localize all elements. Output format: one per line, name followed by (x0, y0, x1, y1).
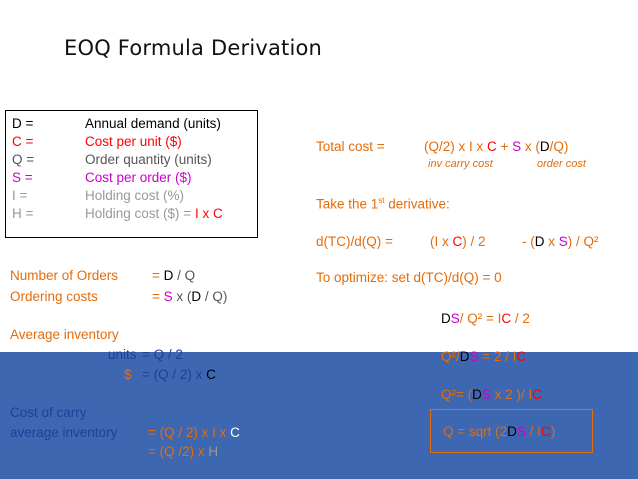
definition-symbol: I = (12, 188, 28, 203)
symbol-d: D (459, 349, 470, 364)
definition-desc-text: Holding cost ($) = (85, 206, 195, 221)
symbol-s: S (558, 234, 568, 249)
formula-part: Q = sqrt (2 (443, 424, 508, 439)
symbol-c: C (501, 311, 512, 326)
symbol-d: D (191, 289, 202, 304)
formula-text: = (Q / 2) x I x (148, 425, 231, 440)
definition-desc: Holding cost ($) = I x C (85, 206, 223, 221)
formula-part: ) / 2 (462, 234, 486, 249)
symbol-c: C (206, 367, 216, 382)
formula-part: / Q² = I (459, 311, 502, 326)
symbol-c: C (516, 349, 527, 364)
definition-desc: Cost per order ($) (85, 170, 192, 185)
formula-part: - ( (522, 234, 535, 249)
formula-part: = 2 / I (478, 349, 517, 364)
formula-plus: + (496, 139, 513, 154)
optimize-line: To optimize: set d(TC)/d(Q) = 0 (316, 270, 502, 285)
symbol-s: S (516, 424, 526, 439)
symbol-s: S (469, 349, 479, 364)
definition-desc-formula: I x C (194, 206, 223, 221)
dollar-formula: = (Q / 2) x C (142, 367, 216, 382)
order-cost-caption: order cost (537, 158, 586, 170)
formula-part: Q²/ (441, 349, 460, 364)
formula-text: = (Q / 2) x (142, 367, 207, 382)
formula-part: Q²= ( (441, 387, 473, 402)
definition-symbol: C = (12, 134, 34, 149)
step-3: Q²= (DS x 2 )/ IC (441, 387, 542, 402)
carry-formula-h: = (Q /2) x H (148, 444, 218, 459)
final-formula-box (430, 409, 593, 453)
formula-part: (I x (430, 234, 453, 249)
inv-carry-cost-caption: inv carry cost (428, 158, 493, 170)
formula-part: ) (550, 424, 556, 439)
dollar-label: $ (124, 367, 132, 382)
formula-rest: / Q) (201, 289, 228, 304)
formula-rest: / Q (173, 268, 196, 283)
symbol-c: C (532, 387, 542, 402)
ordering-costs-label: Ordering costs (10, 289, 98, 304)
formula-part: (Q/2) x I x (424, 139, 488, 154)
symbol-c: C (452, 234, 463, 249)
equals: = (152, 289, 164, 304)
avg-inventory-label-2: average inventory (10, 425, 118, 440)
definition-desc: Order quantity (units) (85, 152, 212, 167)
definition-desc: Holding cost (%) (85, 188, 185, 203)
formula-part: ) / Q² (567, 234, 599, 249)
superscript: st (378, 196, 385, 205)
formula-part: /Q) (549, 139, 569, 154)
step-2: Q²/DS = 2 / IC (441, 349, 526, 364)
num-orders-formula: = D / Q (152, 268, 195, 283)
avg-inventory-label: Average inventory (10, 327, 119, 342)
total-cost-formula: (Q/2) x I x C + S x (D/Q) (424, 139, 568, 154)
definitions-box: D = Annual demand (units) C = Cost per u… (5, 110, 258, 238)
num-orders-line: Number of Orders (10, 268, 118, 283)
symbol-d: D (539, 139, 550, 154)
symbol-c: C (540, 424, 551, 439)
symbol-s: S (512, 139, 522, 154)
formula-part: / I (525, 424, 541, 439)
formula-part: x 2 )/ I (490, 387, 533, 402)
definition-desc: Annual demand (units) (85, 116, 221, 131)
formula-part: / 2 (511, 311, 530, 326)
definition-symbol: Q = (12, 152, 35, 167)
symbol-d: D (472, 387, 482, 402)
num-orders-label: Number of Orders (10, 268, 119, 283)
units-label: units (108, 347, 137, 362)
formula-part: x (544, 234, 559, 249)
symbol-d: D (441, 311, 451, 326)
definition-symbol: D = (12, 116, 34, 131)
symbol-d: D (507, 424, 517, 439)
definition-desc: Cost per unit ($) (85, 134, 182, 149)
symbol-c: C (230, 425, 240, 440)
footer-bar (0, 352, 638, 479)
page-title: EOQ Formula Derivation (64, 36, 323, 60)
carry-formula: = (Q / 2) x I x C (148, 425, 240, 440)
text-part: Take the 1 (316, 196, 379, 212)
symbol-d: D (163, 268, 174, 283)
equals: = (152, 268, 164, 283)
formula-mid: x ( (172, 289, 192, 304)
first-derivative-line: Take the 1st derivative: (316, 196, 450, 212)
step-1: DS/ Q² = IC / 2 (441, 311, 530, 326)
ordering-costs-line: Ordering costs (10, 289, 98, 304)
formula-part: x ( (521, 139, 540, 154)
symbol-h: H (208, 444, 219, 459)
formula-text: = (Q /2) x (148, 444, 209, 459)
text-part: derivative: (384, 196, 450, 212)
symbol-d: D (534, 234, 545, 249)
ordering-costs-formula: = S x (D / Q) (152, 289, 227, 304)
symbol-s: S (481, 387, 491, 402)
total-cost-label: Total cost = (316, 139, 385, 154)
symbol-c: C (487, 139, 497, 154)
final-formula: Q = sqrt (2DS / IC) (443, 424, 555, 439)
dtc-formula-a: (I x C) / 2 (430, 234, 486, 249)
symbol-s: S (450, 311, 460, 326)
dtc-formula-b: - (D x S) / Q² (522, 234, 599, 249)
units-formula: = Q / 2 (142, 347, 183, 362)
cost-of-carry-label: Cost of carry (10, 405, 87, 420)
dtc-label: d(TC)/d(Q) = (316, 234, 393, 249)
definition-symbol: H = (12, 206, 34, 221)
definition-symbol: S = (12, 170, 33, 185)
symbol-s: S (163, 289, 173, 304)
